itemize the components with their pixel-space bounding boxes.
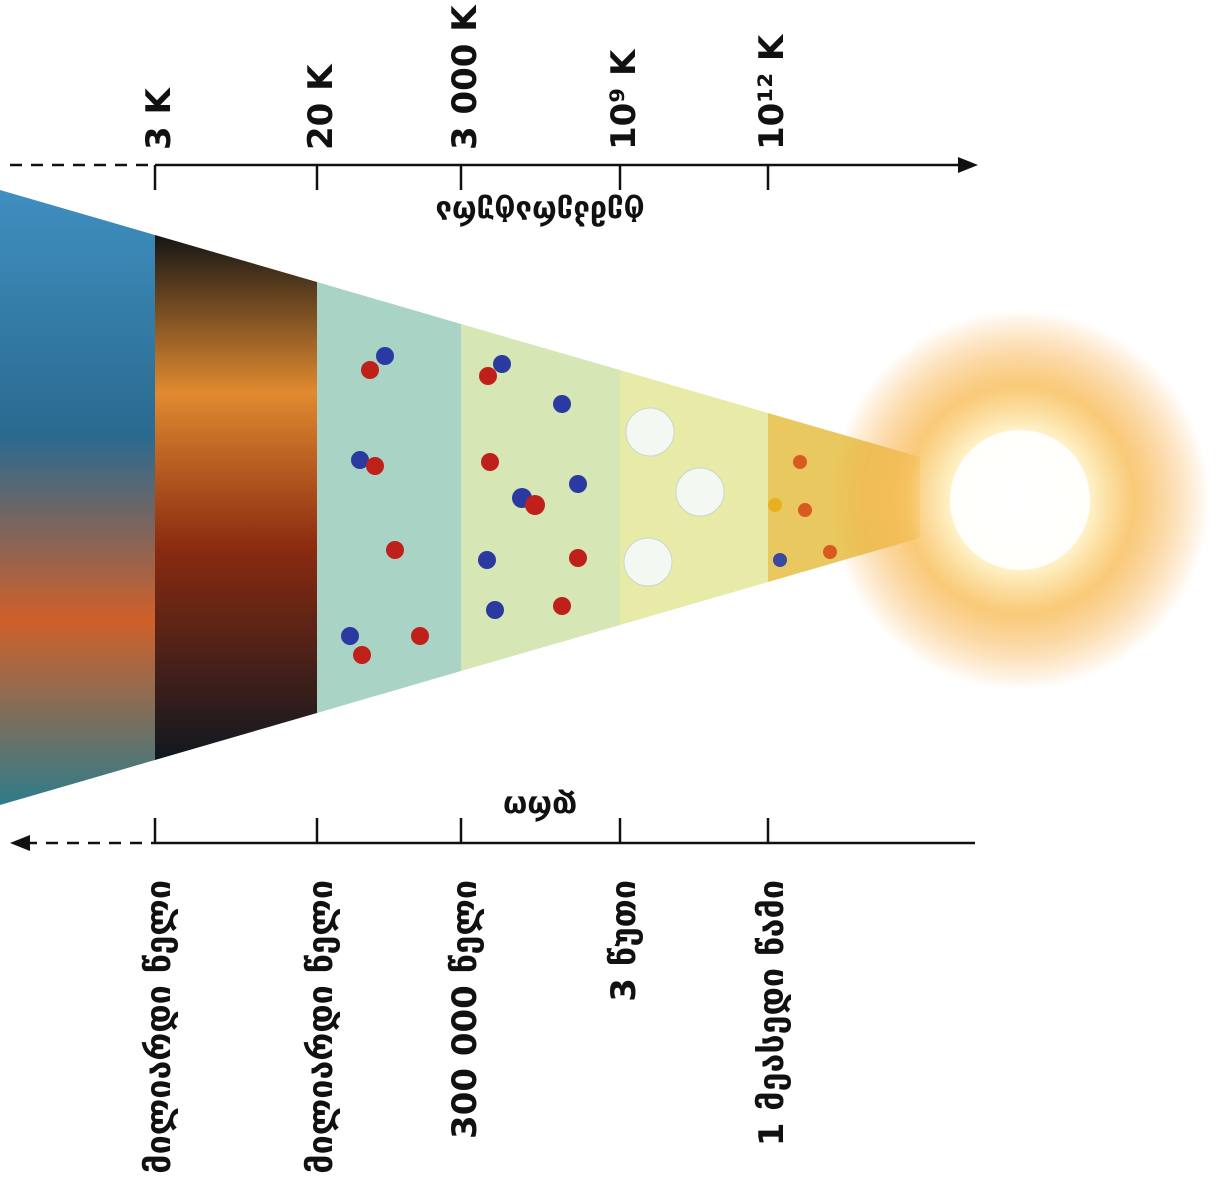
temperature-label: 10⁹ K <box>604 48 644 150</box>
big-bang-core <box>950 430 1090 570</box>
time-label: 1 მილიარდი წელი <box>301 880 341 1184</box>
axis-arrow <box>10 835 30 851</box>
time-label: 15 მილიარდი წელი <box>139 880 179 1184</box>
time-label: 300 000 წელი <box>445 880 485 1139</box>
band-nebula <box>155 235 317 760</box>
axis-label: ტემპერატურა <box>435 194 644 229</box>
temperature-label: 10¹² K <box>752 33 792 150</box>
time-label: 1 მეასედი წამი <box>752 880 792 1146</box>
axis-arrow <box>958 157 978 173</box>
time-label: 3 წუთი <box>604 880 644 1002</box>
band-galaxies <box>0 190 155 805</box>
band-atoms <box>317 282 461 713</box>
particles <box>341 347 837 664</box>
temperature-axis: ტემპერატურა <box>10 157 978 229</box>
axis-label: დრო <box>503 789 577 824</box>
temperature-label: 3 K <box>139 87 179 150</box>
cone <box>0 190 920 805</box>
time-axis: დრო <box>10 789 975 851</box>
temperature-label: 20 K <box>301 63 341 150</box>
temperature-label: 3 000 K <box>445 4 485 150</box>
